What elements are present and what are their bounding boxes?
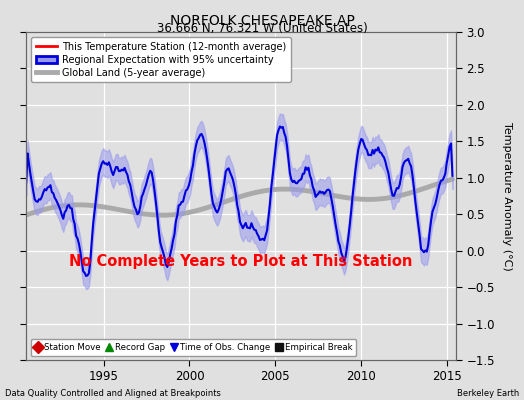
- Legend: Station Move, Record Gap, Time of Obs. Change, Empirical Break: Station Move, Record Gap, Time of Obs. C…: [30, 339, 356, 356]
- Text: Data Quality Controlled and Aligned at Breakpoints: Data Quality Controlled and Aligned at B…: [5, 389, 221, 398]
- Text: Berkeley Earth: Berkeley Earth: [456, 389, 519, 398]
- Text: NORFOLK CHESAPEAKE AP: NORFOLK CHESAPEAKE AP: [170, 14, 354, 28]
- Text: 36.666 N, 76.321 W (United States): 36.666 N, 76.321 W (United States): [157, 22, 367, 35]
- Y-axis label: Temperature Anomaly (°C): Temperature Anomaly (°C): [502, 122, 512, 270]
- Text: No Complete Years to Plot at This Station: No Complete Years to Plot at This Statio…: [69, 254, 413, 269]
